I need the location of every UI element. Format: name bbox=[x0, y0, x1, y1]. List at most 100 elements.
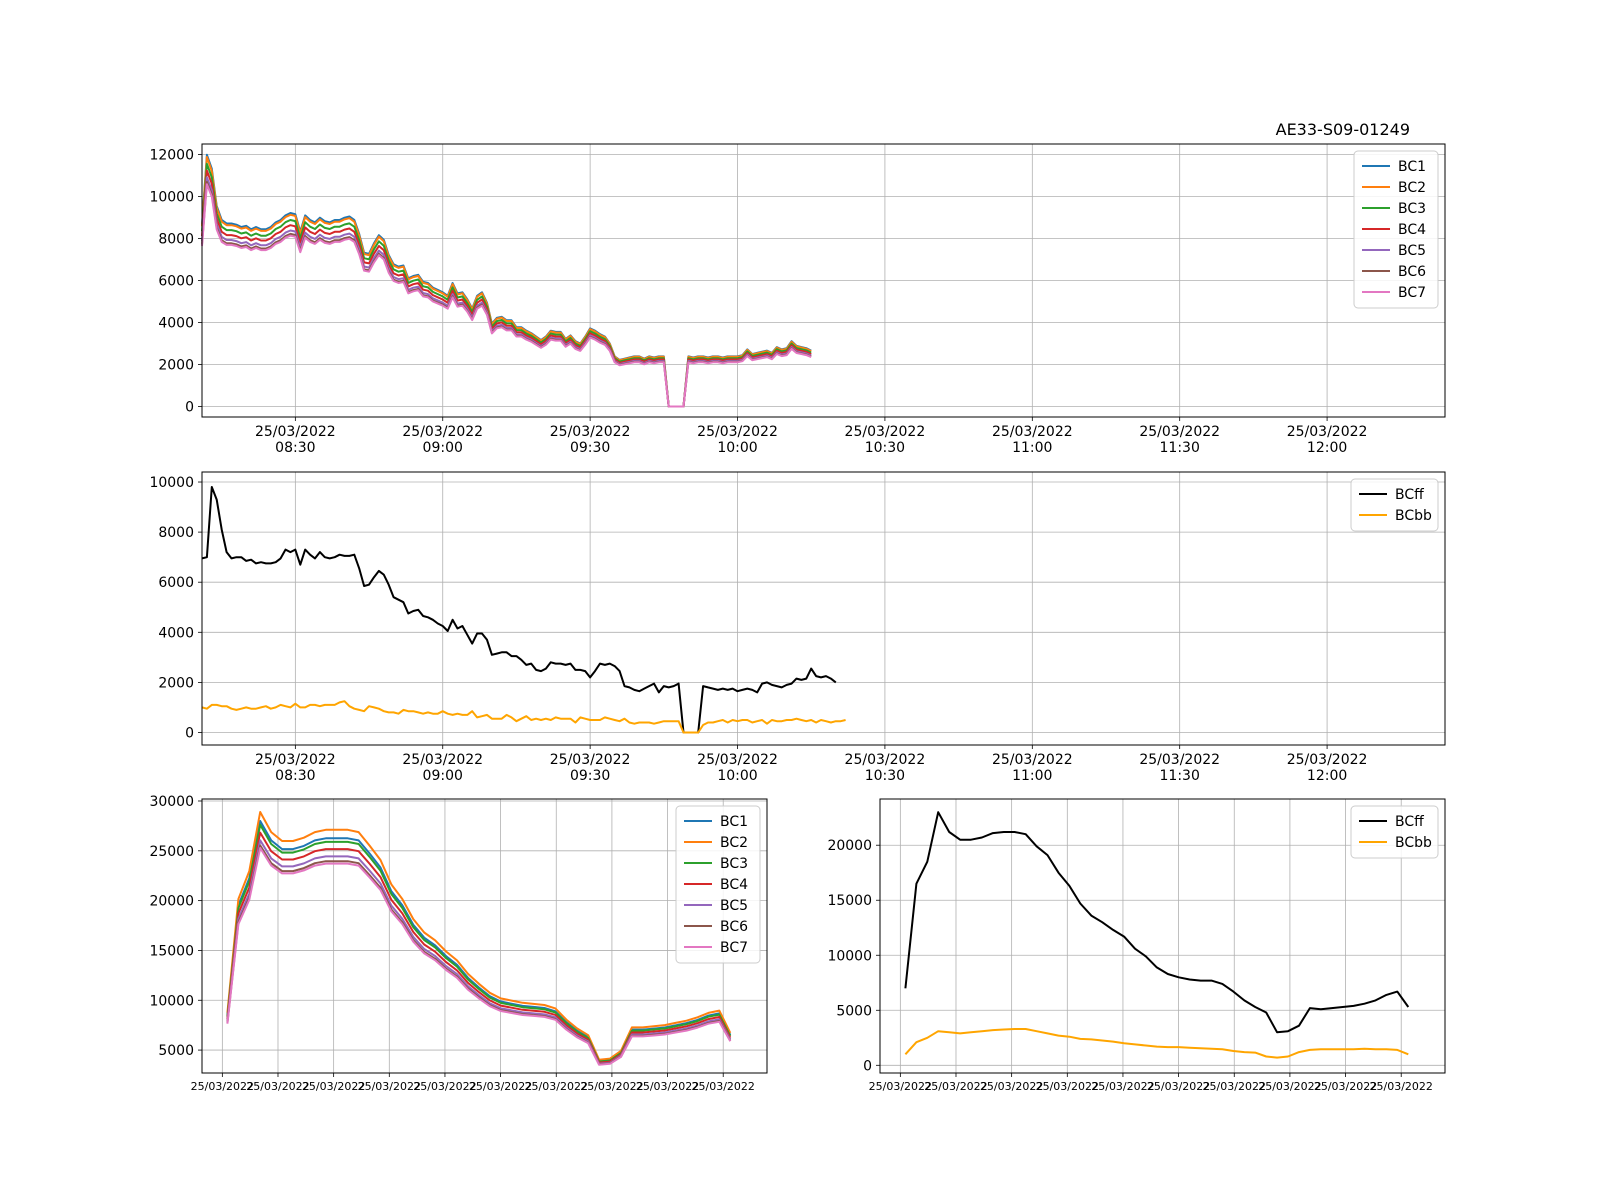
series-line-BC7 bbox=[201, 183, 812, 408]
legend-label-BC2: BC2 bbox=[1398, 180, 1426, 196]
x-tick-label: 25/03/2022 bbox=[413, 1080, 476, 1093]
x-tick-label: 25/03/2022 bbox=[255, 752, 336, 768]
x-tick-label: 25/03/2022 bbox=[845, 752, 926, 768]
series-line-BC3 bbox=[226, 823, 732, 1063]
series-line-BCff bbox=[904, 811, 1410, 1034]
y-tick-label: 15000 bbox=[827, 893, 872, 909]
x-tick-label: 25/03/2022 bbox=[1036, 1080, 1099, 1093]
series-line-BC3 bbox=[201, 162, 812, 408]
x-tick-label: 25/03/2022 bbox=[191, 1080, 254, 1093]
y-tick-label: 5000 bbox=[158, 1043, 194, 1059]
x-tick-label: 25/03/2022 bbox=[1147, 1080, 1210, 1093]
legend: BC1 BC2 BC3 BC4 BC5 BC6 BC7 bbox=[675, 805, 761, 964]
y-tick-label: 2000 bbox=[158, 675, 194, 691]
series-line-BCbb bbox=[904, 1028, 1409, 1059]
legend-box bbox=[1353, 150, 1439, 309]
legend-label-BCff: BCff bbox=[1395, 487, 1424, 503]
figure-title: AE33-S09-01249 bbox=[1275, 120, 1410, 139]
y-tick-label: 0 bbox=[185, 400, 194, 416]
x-tick-label: 11:00 bbox=[1012, 768, 1052, 784]
legend-box bbox=[675, 805, 761, 964]
x-tick-label: 25/03/2022 bbox=[1287, 424, 1368, 440]
series-line-BC2 bbox=[201, 156, 812, 408]
legend-label-BC3: BC3 bbox=[1398, 201, 1426, 217]
legend-label-BC3: BC3 bbox=[720, 856, 748, 872]
y-tick-label: 15000 bbox=[149, 943, 194, 959]
x-tick-label: 25/03/2022 bbox=[525, 1080, 588, 1093]
y-tick-label: 30000 bbox=[149, 794, 194, 810]
chart-panel-4: 0500010000150002000025/03/202225/03/2022… bbox=[827, 798, 1446, 1093]
x-tick-label: 25/03/2022 bbox=[992, 424, 1073, 440]
x-tick-label: 12:00 bbox=[1307, 440, 1347, 456]
chart-panel-1: 0 2000 4000 6000 8000 10000 12000 25/03/2022 08:… bbox=[149, 143, 1446, 456]
plot-frame bbox=[201, 798, 768, 1074]
legend: BC1 BC2 BC3 BC4 BC5 BC6 BC7 bbox=[1353, 150, 1439, 309]
x-tick-label: 25/03/2022 bbox=[1091, 1080, 1154, 1093]
chart-panel-3: 5000100001500020000250003000025/03/20222… bbox=[149, 794, 768, 1093]
x-tick-label: 25/03/2022 bbox=[550, 424, 631, 440]
y-tick-label: 2000 bbox=[158, 358, 194, 374]
legend-box bbox=[1350, 805, 1439, 859]
x-tick-label: 25/03/2022 bbox=[550, 752, 631, 768]
series-line-BC7 bbox=[226, 847, 732, 1066]
y-tick-label: 10000 bbox=[149, 475, 194, 491]
x-tick-label: 25/03/2022 bbox=[924, 1080, 987, 1093]
x-tick-label: 25/03/2022 bbox=[246, 1080, 309, 1093]
legend-label-BCbb: BCbb bbox=[1395, 835, 1432, 851]
x-tick-label: 25/03/2022 bbox=[1370, 1080, 1433, 1093]
legend-label-BC7: BC7 bbox=[720, 940, 748, 956]
x-tick-label: 09:30 bbox=[570, 768, 610, 784]
y-tick-label: 6000 bbox=[158, 274, 194, 290]
y-tick-label: 4000 bbox=[158, 316, 194, 332]
x-tick-label: 09:00 bbox=[423, 440, 463, 456]
y-tick-label: 8000 bbox=[158, 232, 194, 248]
x-tick-label: 08:30 bbox=[275, 440, 315, 456]
x-tick-label: 25/03/2022 bbox=[869, 1080, 932, 1093]
legend: BCff BCbb bbox=[1350, 805, 1439, 859]
legend-label-BC7: BC7 bbox=[1398, 285, 1426, 301]
y-tick-label: 5000 bbox=[836, 1003, 872, 1019]
y-tick-label: 10000 bbox=[149, 993, 194, 1009]
x-tick-label: 25/03/2022 bbox=[697, 752, 778, 768]
x-tick-label: 25/03/2022 bbox=[697, 424, 778, 440]
y-tick-label: 6000 bbox=[158, 575, 194, 591]
chart-panel-2: 020004000600080001000025/03/202208:3025/… bbox=[149, 471, 1446, 784]
legend-label-BC1: BC1 bbox=[1398, 159, 1426, 175]
legend-label-BC5: BC5 bbox=[720, 898, 748, 914]
y-tick-label: 25000 bbox=[149, 844, 194, 860]
x-tick-label: 25/03/2022 bbox=[1287, 752, 1368, 768]
x-tick-label: 25/03/2022 bbox=[692, 1080, 755, 1093]
x-tick-label: 25/03/2022 bbox=[358, 1080, 421, 1093]
x-tick-label: 08:30 bbox=[275, 768, 315, 784]
x-tick-label: 25/03/2022 bbox=[636, 1080, 699, 1093]
x-tick-label: 25/03/2022 bbox=[1139, 424, 1220, 440]
x-tick-label: 25/03/2022 bbox=[845, 424, 926, 440]
plot-frame bbox=[201, 143, 1446, 418]
y-tick-label: 10000 bbox=[149, 190, 194, 206]
series-line-BCbb bbox=[201, 700, 846, 734]
x-tick-label: 25/03/2022 bbox=[980, 1080, 1043, 1093]
x-tick-label: 25/03/2022 bbox=[1258, 1080, 1321, 1093]
series-line-BC4 bbox=[201, 169, 812, 408]
x-tick-label: 11:00 bbox=[1012, 440, 1052, 456]
legend: BCff BCbb bbox=[1350, 478, 1439, 532]
y-tick-label: 0 bbox=[185, 725, 194, 741]
legend-label-BC4: BC4 bbox=[720, 877, 748, 893]
series-line-BC5 bbox=[201, 176, 812, 408]
x-tick-label: 25/03/2022 bbox=[580, 1080, 643, 1093]
x-tick-label: 25/03/2022 bbox=[1203, 1080, 1266, 1093]
x-tick-label: 25/03/2022 bbox=[302, 1080, 365, 1093]
y-tick-label: 10000 bbox=[827, 948, 872, 964]
series-line-BC5 bbox=[226, 839, 732, 1065]
plot-frame bbox=[879, 798, 1446, 1074]
x-tick-label: 10:00 bbox=[717, 768, 757, 784]
y-tick-label: 12000 bbox=[149, 148, 194, 164]
x-tick-label: 09:30 bbox=[570, 440, 610, 456]
legend-label-BC4: BC4 bbox=[1398, 222, 1426, 238]
x-tick-label: 25/03/2022 bbox=[402, 752, 483, 768]
x-tick-label: 11:30 bbox=[1160, 768, 1200, 784]
y-tick-label: 0 bbox=[863, 1058, 872, 1074]
legend-box bbox=[1350, 478, 1439, 532]
x-tick-label: 12:00 bbox=[1307, 768, 1347, 784]
